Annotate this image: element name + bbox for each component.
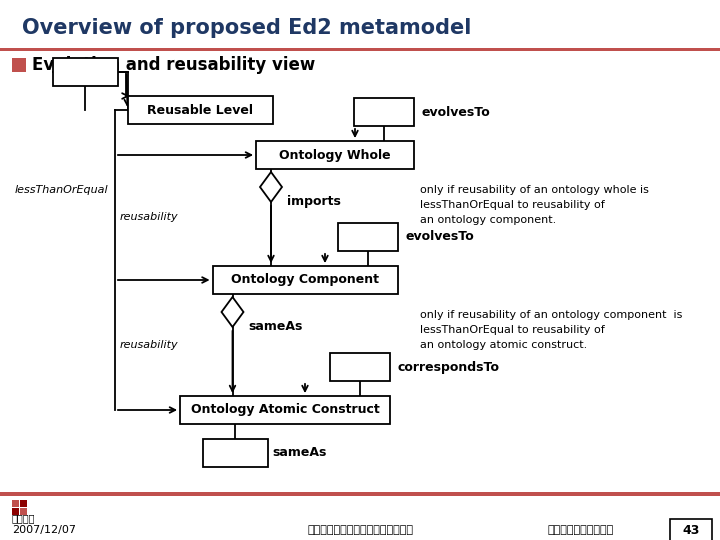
Text: Ontology Atomic Construct: Ontology Atomic Construct [191,403,379,416]
Text: sameAs: sameAs [272,447,327,460]
Bar [354,98,414,126]
Text: only if reusability of an ontology whole is
lessThanOrEqual to reusability of
an: only if reusability of an ontology whole… [420,185,649,225]
Text: Reusable Level: Reusable Level [147,104,253,117]
Text: 2007/12/07: 2007/12/07 [12,525,76,535]
Bar [53,58,117,86]
Bar [12,500,19,507]
Text: 目的外使用・複製禁止: 目的外使用・複製禁止 [548,525,614,535]
Bar [180,396,390,424]
Bar [212,266,397,294]
Bar [256,141,414,169]
Text: Ontology Component: Ontology Component [231,273,379,287]
Polygon shape [222,297,243,327]
Bar [202,439,268,467]
Text: reusability: reusability [120,340,179,350]
Text: lessThanOrEqual: lessThanOrEqual [15,185,109,195]
Text: 43: 43 [683,523,700,537]
Text: sameAs: sameAs [248,320,303,333]
Bar [20,500,27,507]
Bar [12,58,26,72]
Text: evolvesTo: evolvesTo [405,231,474,244]
Text: Evolution and reusability view: Evolution and reusability view [32,56,315,74]
Bar [338,223,397,251]
Bar [20,508,27,515]
Bar [127,96,272,124]
Text: evolvesTo: evolvesTo [422,105,491,118]
Text: imports: imports [287,195,341,208]
Text: Overview of proposed Ed2 metamodel: Overview of proposed Ed2 metamodel [22,18,472,38]
Text: 東京電力: 東京電力 [12,513,35,523]
Text: reusability: reusability [120,213,179,222]
Text: Ontology Whole: Ontology Whole [279,148,391,161]
Text: correspondsTo: correspondsTo [398,361,500,374]
Text: 東京電力システム企画部・岡部雅夫: 東京電力システム企画部・岡部雅夫 [307,525,413,535]
Text: only if reusability of an ontology component  is
lessThanOrEqual to reusability : only if reusability of an ontology compo… [420,310,683,349]
Bar [330,353,390,381]
Bar [0,48,720,51]
Bar [12,508,19,515]
Bar [0,492,720,496]
Bar [670,519,712,540]
Polygon shape [260,172,282,202]
